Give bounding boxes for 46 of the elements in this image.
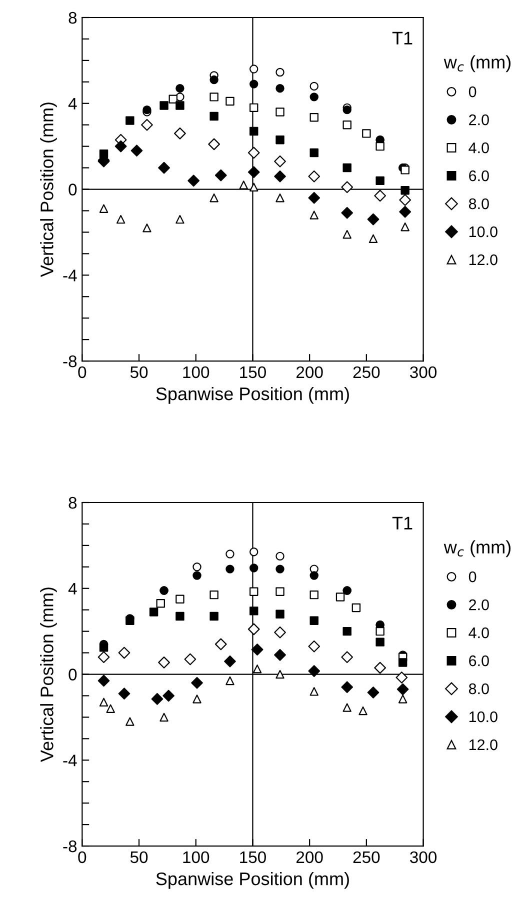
x-tick-label: 300 bbox=[410, 366, 437, 378]
legend-label: 12.0 bbox=[469, 254, 498, 266]
y-tick-label: 4 bbox=[68, 582, 77, 594]
x-tick-label: 0 bbox=[78, 366, 86, 378]
legend-label: 6.0 bbox=[469, 170, 489, 182]
x-tick-label: 150 bbox=[240, 851, 266, 864]
x-tick-label: 100 bbox=[183, 366, 210, 378]
x-tick-label: 200 bbox=[296, 851, 323, 864]
x-tick-label: 250 bbox=[353, 851, 380, 864]
annotation: T1 bbox=[392, 516, 412, 530]
legend-label: 4.0 bbox=[468, 142, 489, 154]
y-tick-label: 0 bbox=[68, 668, 77, 680]
legend-label: 10.0 bbox=[469, 226, 498, 238]
x-tick-label: 50 bbox=[130, 851, 148, 864]
x-tick-label: 150 bbox=[240, 366, 266, 378]
y-tick-label: -8 bbox=[63, 355, 77, 368]
legend-label: 2.0 bbox=[469, 114, 489, 126]
x-tick-label: 250 bbox=[353, 366, 380, 378]
y-tick-label: -4 bbox=[63, 270, 77, 282]
x-tick-label: 300 bbox=[410, 851, 437, 864]
legend-label: 2.0 bbox=[469, 599, 489, 610]
y-tick-label: -4 bbox=[63, 754, 77, 766]
legend-label: 10.0 bbox=[469, 711, 498, 722]
annotation: T1 bbox=[392, 32, 412, 44]
y-tick-label: 4 bbox=[68, 98, 77, 110]
legend-title: w$_{c}$ (mm) bbox=[444, 540, 511, 558]
y-axis-title: Vertical Position (mm) bbox=[40, 588, 57, 762]
y-tick-label: 8 bbox=[68, 496, 77, 509]
x-tick-label: 200 bbox=[296, 366, 323, 378]
legend-label: 8.0 bbox=[468, 683, 489, 694]
legend-label: 8.0 bbox=[468, 198, 489, 210]
x-tick-label: 50 bbox=[130, 366, 148, 378]
y-tick-label: 8 bbox=[68, 12, 77, 24]
y-axis-title: Vertical Position (mm) bbox=[40, 102, 57, 277]
x-axis-title: Spanwise Position (mm) bbox=[156, 872, 349, 889]
y-tick-label: -8 bbox=[63, 840, 77, 852]
legend-label: 0 bbox=[468, 571, 476, 582]
y-tick-label: 0 bbox=[68, 184, 77, 196]
legend-label: 6.0 bbox=[469, 655, 489, 666]
legend-title: w$_{c}$ (mm) bbox=[444, 55, 511, 72]
legend-label: 4.0 bbox=[468, 627, 489, 638]
x-tick-label: 0 bbox=[78, 851, 86, 864]
x-tick-label: 100 bbox=[183, 851, 210, 864]
legend-label: 0 bbox=[468, 86, 476, 98]
legend-label: 12.0 bbox=[469, 739, 498, 750]
x-axis-title: Spanwise Position (mm) bbox=[156, 386, 349, 404]
